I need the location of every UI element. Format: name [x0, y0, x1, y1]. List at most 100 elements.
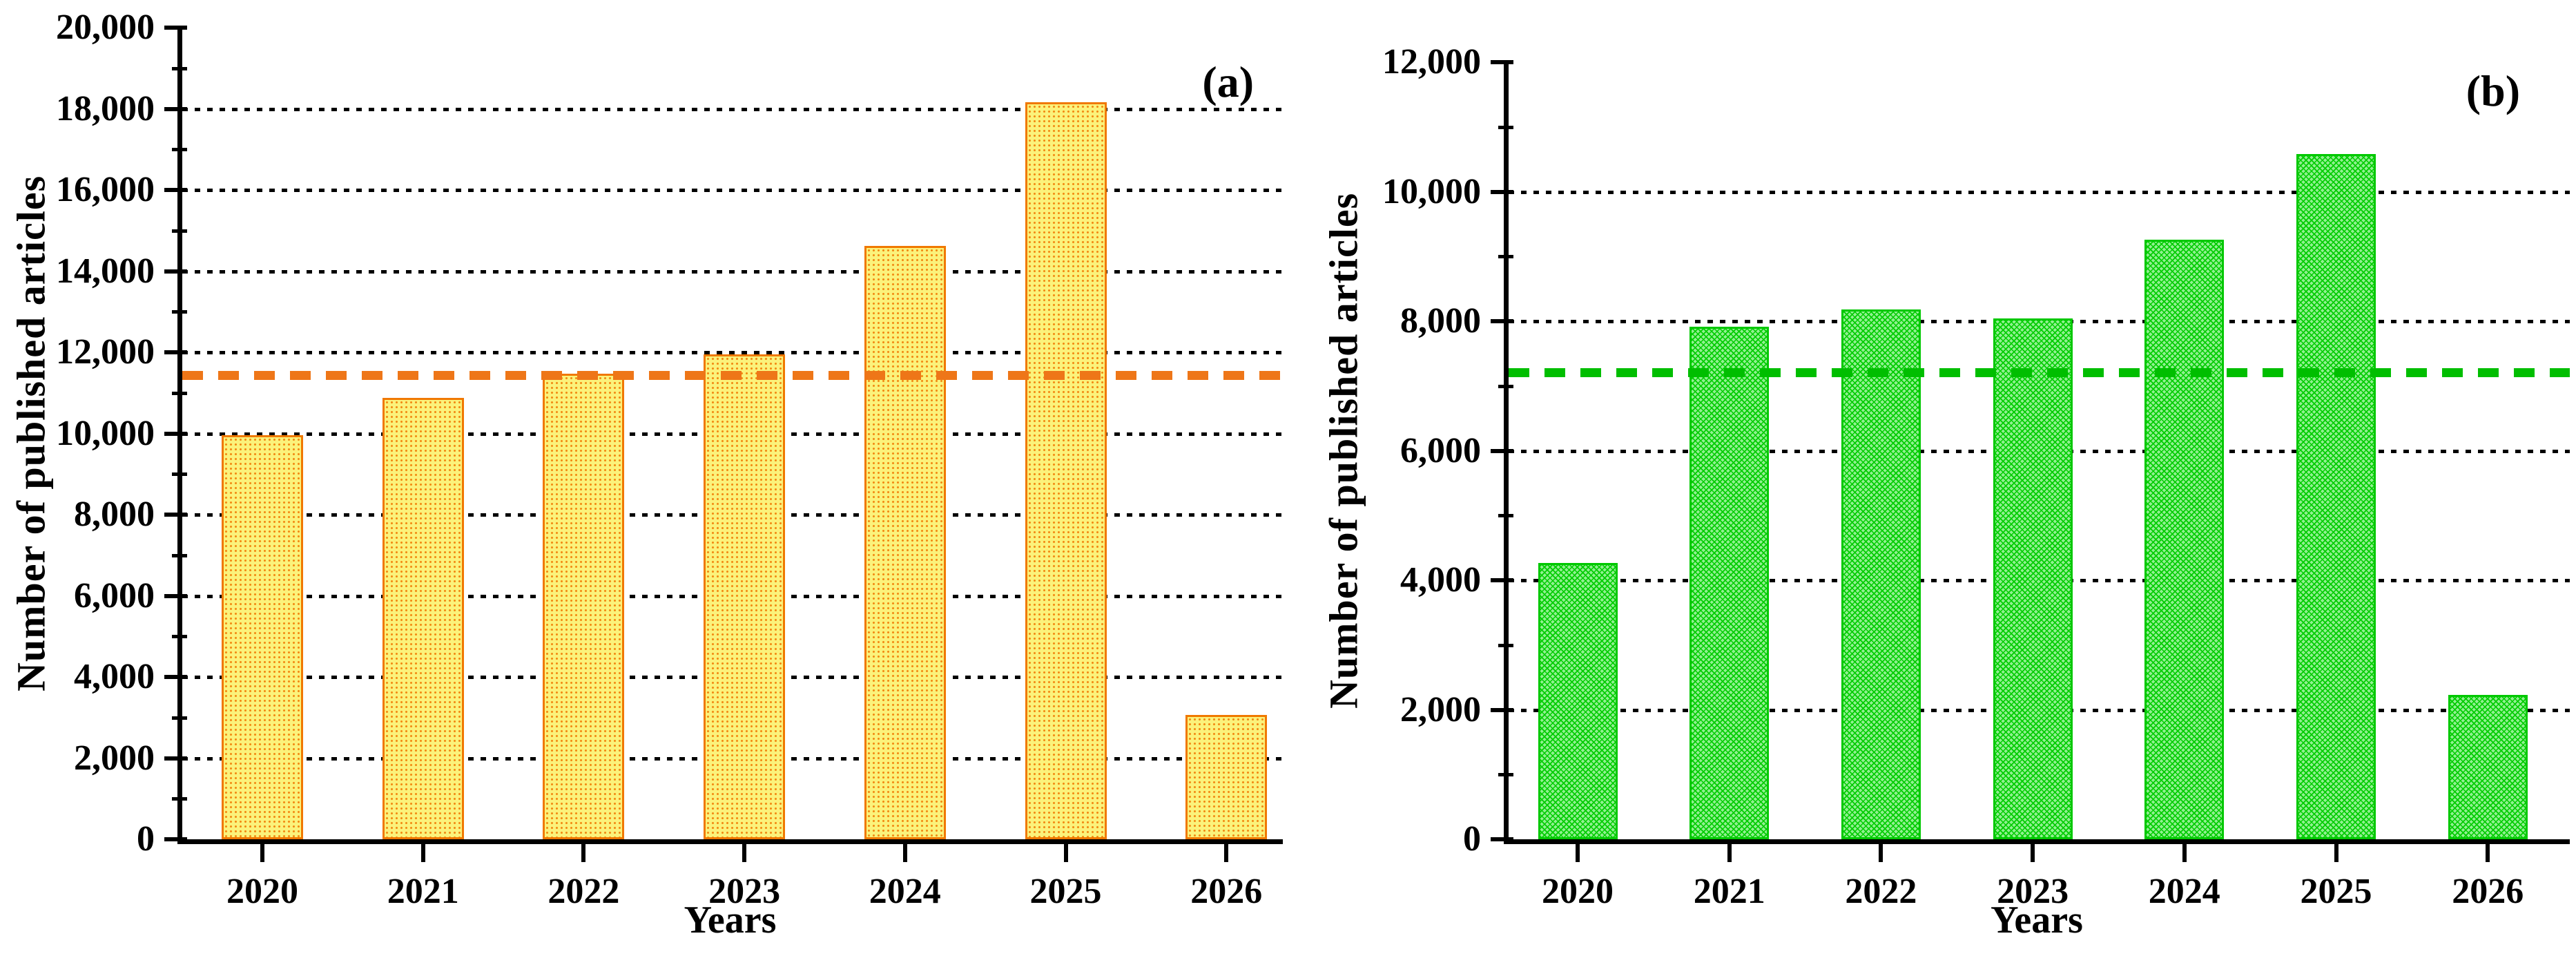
y-tick-label-12000: 12,000: [1382, 42, 1481, 82]
y-tick-label-4000: 4,000: [1400, 560, 1481, 600]
y-minor-tick-5000: [1498, 514, 1513, 518]
y-minor-tick-19000: [172, 66, 187, 70]
chart-panel-b: Number of published articles (b) 0 2,000 4…: [1288, 0, 2576, 965]
bar-a-2022: [543, 374, 625, 839]
bar-a-2023: [704, 354, 786, 839]
y-tick-label-8000: 8,000: [74, 495, 155, 534]
y-major-tick-18000: [164, 106, 187, 111]
x-tick-label-2025: 2025: [2300, 872, 2372, 911]
bar-a-2021: [382, 398, 464, 839]
y-minor-tick-17000: [172, 148, 187, 152]
y-tick-label-10000: 10,000: [56, 413, 155, 453]
mean-line-b: [1509, 368, 2570, 378]
y-major-tick-16000: [164, 188, 187, 192]
y-major-tick-10000: [1491, 189, 1513, 194]
chart-panel-a: Number of published articles (a) 0 2,000 4…: [8, 8, 1283, 942]
chart-b-x-axis-title: Years: [1991, 899, 2083, 942]
y-tick-label-2000: 2,000: [74, 738, 155, 778]
y-major-tick-10000: [164, 431, 187, 436]
bar-b-2024: [2144, 239, 2225, 839]
bar-a-2026: [1185, 715, 1268, 839]
x-tick-2026: [2486, 844, 2490, 862]
x-tick-label-2026: 2026: [2452, 872, 2524, 911]
gridline-10000: [1509, 190, 2570, 194]
x-tick-2025: [1063, 844, 1068, 862]
y-major-tick-6000: [164, 593, 187, 598]
bar-b-2022: [1841, 309, 1921, 839]
x-tick-label-2023: 2023: [708, 872, 781, 911]
y-minor-tick-9000: [172, 472, 187, 477]
y-minor-tick-7000: [172, 553, 187, 557]
y-tick-label-12000: 12,000: [56, 332, 155, 372]
y-major-tick-2000: [164, 756, 187, 761]
y-tick-label-0: 0: [1463, 819, 1481, 859]
y-tick-label-16000: 16,000: [56, 170, 155, 209]
y-tick-label-4000: 4,000: [74, 657, 155, 696]
bar-b-2020: [1538, 562, 1618, 839]
x-tick-label-2021: 2021: [387, 872, 459, 911]
y-tick-label-14000: 14,000: [56, 251, 155, 291]
x-tick-2024: [2182, 844, 2187, 862]
y-minor-tick-11000: [172, 391, 187, 395]
x-tick-label-2025: 2025: [1029, 872, 1102, 911]
y-minor-tick-15000: [172, 229, 187, 233]
x-tick-label-2024: 2024: [2148, 872, 2220, 911]
chart-b-panel-label: (b): [2466, 66, 2520, 115]
y-minor-tick-7000: [1498, 384, 1513, 388]
chart-b-plot-area: (b) 0 2,000 4,000 6,000 8,000 10,000 12,000 202…: [1382, 43, 2570, 911]
y-minor-tick-13000: [172, 310, 187, 314]
x-tick-label-2023: 2023: [1997, 872, 2069, 911]
y-major-tick-8000: [1491, 319, 1513, 323]
x-tick-label-2020: 2020: [1542, 872, 1614, 911]
bar-a-2024: [864, 246, 946, 839]
x-tick-2022: [581, 844, 586, 862]
y-minor-tick-11000: [1498, 125, 1513, 129]
gridline-12000: [182, 351, 1283, 354]
x-tick-2024: [902, 844, 907, 862]
y-major-tick-12000: [164, 350, 187, 354]
x-tick-label-2021: 2021: [1693, 872, 1765, 911]
gridline-14000: [182, 269, 1283, 274]
y-tick-label-18000: 18,000: [56, 88, 155, 128]
x-tick-2021: [1727, 844, 1732, 862]
y-minor-tick-9000: [1498, 255, 1513, 259]
y-minor-tick-3000: [1498, 643, 1513, 647]
y-tick-label-8000: 8,000: [1400, 301, 1481, 341]
x-tick-label-2026: 2026: [1190, 872, 1263, 911]
y-tick-label-6000: 6,000: [74, 575, 155, 615]
y-major-tick-2000: [1491, 707, 1513, 712]
y-major-tick-12000: [1491, 60, 1513, 64]
x-tick-2021: [420, 844, 425, 862]
y-tick-label-6000: 6,000: [1400, 430, 1481, 470]
y-tick-label-10000: 10,000: [1382, 171, 1481, 211]
gridline-18000: [182, 107, 1283, 111]
y-tick-label-20000: 20,000: [56, 8, 155, 47]
x-tick-label-2022: 2022: [1845, 872, 1917, 911]
x-tick-2022: [1879, 844, 1883, 862]
bar-b-2021: [1689, 327, 1770, 839]
y-minor-tick-1000: [172, 797, 187, 801]
x-tick-label-2022: 2022: [548, 872, 620, 911]
chart-b-y-axis-title: Number of published articles: [1321, 192, 1366, 709]
y-tick-label-2000: 2,000: [1400, 689, 1481, 729]
x-tick-2023: [2031, 844, 2035, 862]
chart-a-y-axis-title: Number of published articles: [8, 175, 54, 692]
x-tick-label-2024: 2024: [869, 872, 941, 911]
bar-a-2025: [1025, 102, 1107, 839]
chart-a-plot-area: (a) 0 2,000 4,000 6,000 8,000 10,000 12,000 14,…: [56, 8, 1283, 911]
y-major-tick-4000: [164, 675, 187, 679]
mean-line-a: [182, 370, 1283, 380]
y-major-tick-0: [1491, 837, 1513, 841]
bar-b-2023: [1993, 318, 2073, 839]
x-tick-2020: [260, 844, 264, 862]
y-major-tick-4000: [1491, 578, 1513, 582]
bar-b-2026: [2448, 694, 2528, 839]
y-minor-tick-5000: [172, 635, 187, 639]
y-minor-tick-3000: [172, 716, 187, 720]
x-tick-2026: [1224, 844, 1229, 862]
y-minor-tick-1000: [1498, 773, 1513, 777]
y-major-tick-20000: [164, 26, 187, 30]
chart-a-panel-label: (a): [1202, 57, 1254, 106]
x-tick-2025: [2334, 844, 2338, 862]
chart-a-x-axis-title: Years: [684, 899, 777, 942]
